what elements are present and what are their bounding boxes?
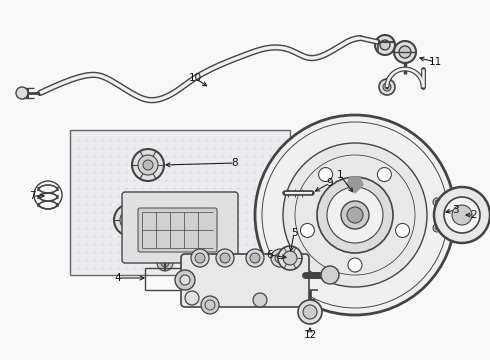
Circle shape xyxy=(439,211,447,219)
Text: 1: 1 xyxy=(337,170,343,180)
Circle shape xyxy=(435,200,439,204)
Circle shape xyxy=(375,35,395,55)
Circle shape xyxy=(216,249,234,267)
Circle shape xyxy=(318,167,333,181)
Circle shape xyxy=(321,266,339,284)
Text: 4: 4 xyxy=(115,273,122,283)
Circle shape xyxy=(383,83,391,91)
Circle shape xyxy=(283,143,427,287)
Circle shape xyxy=(441,213,445,217)
Circle shape xyxy=(271,249,289,267)
Circle shape xyxy=(399,46,411,58)
Circle shape xyxy=(341,201,369,229)
Circle shape xyxy=(298,300,322,324)
Circle shape xyxy=(300,224,315,238)
Circle shape xyxy=(143,160,153,170)
Circle shape xyxy=(379,79,395,95)
Circle shape xyxy=(16,87,28,99)
Circle shape xyxy=(253,293,267,307)
Circle shape xyxy=(114,204,146,236)
Circle shape xyxy=(434,187,490,243)
Circle shape xyxy=(283,251,297,265)
Circle shape xyxy=(157,255,173,271)
Circle shape xyxy=(278,246,302,270)
Circle shape xyxy=(394,41,416,63)
Circle shape xyxy=(327,187,383,243)
Circle shape xyxy=(348,258,362,272)
Circle shape xyxy=(161,259,169,267)
FancyBboxPatch shape xyxy=(138,208,217,252)
Circle shape xyxy=(452,205,472,225)
Circle shape xyxy=(444,197,480,233)
Circle shape xyxy=(347,207,363,223)
Circle shape xyxy=(195,253,205,263)
Text: 9: 9 xyxy=(327,178,333,188)
Circle shape xyxy=(395,224,410,238)
Circle shape xyxy=(180,275,190,285)
Circle shape xyxy=(275,253,285,263)
Text: 11: 11 xyxy=(428,57,441,67)
Text: 12: 12 xyxy=(303,330,317,340)
Circle shape xyxy=(250,253,260,263)
Circle shape xyxy=(185,291,199,305)
Circle shape xyxy=(435,226,439,230)
Text: 8: 8 xyxy=(232,158,238,168)
Circle shape xyxy=(120,210,140,230)
Text: 6: 6 xyxy=(267,250,273,260)
Circle shape xyxy=(132,149,164,181)
FancyBboxPatch shape xyxy=(181,254,309,307)
Circle shape xyxy=(380,40,390,50)
Circle shape xyxy=(303,305,317,319)
FancyBboxPatch shape xyxy=(122,192,238,263)
Circle shape xyxy=(205,300,215,310)
Text: 10: 10 xyxy=(189,73,201,83)
Circle shape xyxy=(175,270,195,290)
Circle shape xyxy=(317,177,393,253)
Polygon shape xyxy=(347,177,363,193)
Text: 7: 7 xyxy=(29,191,35,201)
Circle shape xyxy=(433,198,441,206)
Circle shape xyxy=(255,115,455,315)
Circle shape xyxy=(246,249,264,267)
Circle shape xyxy=(201,296,219,314)
Circle shape xyxy=(191,249,209,267)
Circle shape xyxy=(138,155,158,175)
Circle shape xyxy=(125,215,135,225)
Bar xyxy=(70,130,290,275)
Circle shape xyxy=(220,253,230,263)
Text: 3: 3 xyxy=(452,205,458,215)
Text: 5: 5 xyxy=(291,228,297,238)
Text: 2: 2 xyxy=(471,210,477,220)
Circle shape xyxy=(377,167,392,181)
Circle shape xyxy=(433,224,441,232)
